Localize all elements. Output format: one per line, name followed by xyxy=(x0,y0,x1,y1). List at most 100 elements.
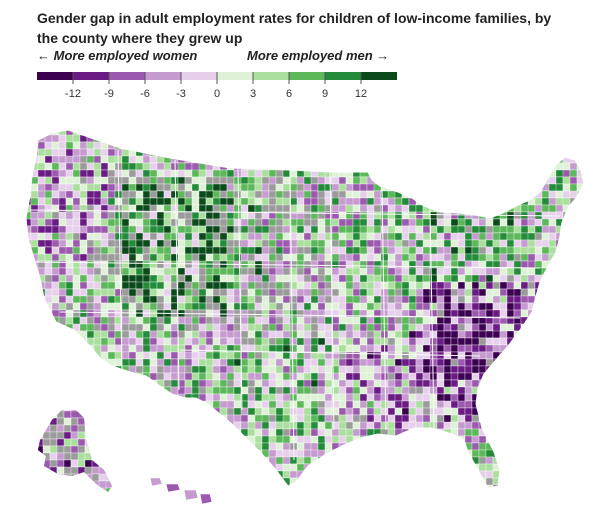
county-cell xyxy=(310,232,319,241)
county-cell xyxy=(268,183,277,192)
county-cell xyxy=(275,379,284,388)
county-cell xyxy=(296,386,305,395)
county-cell xyxy=(79,232,88,241)
county-cell xyxy=(93,316,102,325)
county-cell xyxy=(331,295,340,304)
county-cell xyxy=(79,274,88,283)
county-cell xyxy=(275,302,284,311)
county-cell xyxy=(471,442,480,451)
county-cell xyxy=(499,351,515,367)
county-cell xyxy=(394,274,403,283)
county-cell xyxy=(408,400,417,409)
county-cell xyxy=(471,316,480,325)
county-cell xyxy=(149,183,158,192)
county-cell xyxy=(212,225,221,234)
county-cell xyxy=(261,232,270,241)
county-cell xyxy=(338,190,347,199)
county-cell xyxy=(170,344,179,353)
county-cell xyxy=(177,344,186,353)
county-cell xyxy=(310,274,319,283)
legend-bin xyxy=(217,72,253,80)
county-cell xyxy=(499,225,508,234)
county-cell xyxy=(261,442,270,451)
county-cell xyxy=(156,351,165,360)
county-cell xyxy=(345,407,354,416)
county-cell xyxy=(352,386,361,395)
county-cell xyxy=(63,438,72,447)
county-cell xyxy=(205,393,214,402)
county-cell xyxy=(366,239,375,248)
county-cell xyxy=(352,358,361,367)
county-cell xyxy=(100,323,109,332)
county-cell xyxy=(485,281,494,290)
county-cell xyxy=(121,344,130,353)
county-cell xyxy=(226,211,235,220)
hawaii-island xyxy=(199,493,213,505)
county-cell xyxy=(163,351,172,360)
county-cell xyxy=(282,365,291,374)
county-cell xyxy=(366,407,375,416)
county-cell xyxy=(303,316,312,325)
county-cell xyxy=(289,337,298,346)
county-cell xyxy=(345,365,354,374)
county-cell xyxy=(121,260,130,269)
county-cell xyxy=(100,232,109,241)
county-cell xyxy=(478,211,487,220)
hawaii xyxy=(149,477,213,505)
county-cell xyxy=(373,330,382,339)
county-cell xyxy=(219,190,228,199)
county-cell xyxy=(464,218,473,227)
county-cell xyxy=(296,232,305,241)
county-cell xyxy=(93,232,102,241)
legend-tick-label: 9 xyxy=(322,88,328,100)
county-cell xyxy=(261,358,270,367)
county-cell xyxy=(317,239,326,248)
county-cell xyxy=(100,274,109,283)
county-cell xyxy=(373,197,382,206)
county-cell xyxy=(77,466,86,475)
county-cell xyxy=(247,246,256,255)
county-cell xyxy=(226,190,235,199)
county-cell xyxy=(247,197,256,206)
county-cell xyxy=(492,274,501,283)
county-cell xyxy=(42,431,51,440)
county-cell xyxy=(79,211,88,220)
county-cell xyxy=(226,337,235,346)
county-cell xyxy=(198,246,207,255)
county-cell xyxy=(387,211,396,220)
county-cell xyxy=(317,428,326,437)
county-cell xyxy=(51,162,60,171)
county-cell xyxy=(338,372,347,381)
county-cell xyxy=(226,169,235,178)
county-cell xyxy=(233,190,242,199)
county-cell xyxy=(58,162,67,171)
county-cell xyxy=(240,309,249,318)
county-cell xyxy=(282,414,291,423)
county-cell xyxy=(212,386,221,395)
county-cell xyxy=(72,155,81,164)
county-cell xyxy=(240,351,249,360)
county-cell xyxy=(387,302,396,311)
county-cell xyxy=(51,183,60,192)
county-cell xyxy=(310,246,319,255)
county-cell xyxy=(30,190,39,199)
county-cell xyxy=(198,211,207,220)
county-cell xyxy=(527,204,536,213)
county-cell xyxy=(555,204,564,213)
county-cell xyxy=(51,190,60,199)
county-cell xyxy=(303,428,312,437)
county-cell xyxy=(345,183,354,192)
county-cell xyxy=(275,309,284,318)
county-cell xyxy=(408,267,417,276)
county-cell xyxy=(114,218,123,227)
county-cell xyxy=(450,288,459,297)
county-cell xyxy=(436,246,445,255)
county-cell xyxy=(37,148,46,157)
county-cell xyxy=(219,386,228,395)
county-cell xyxy=(436,379,445,388)
county-cell xyxy=(254,274,263,283)
county-cell xyxy=(289,351,298,360)
county-cell xyxy=(485,351,494,360)
county-cell xyxy=(63,473,72,482)
county-cell xyxy=(233,218,242,227)
